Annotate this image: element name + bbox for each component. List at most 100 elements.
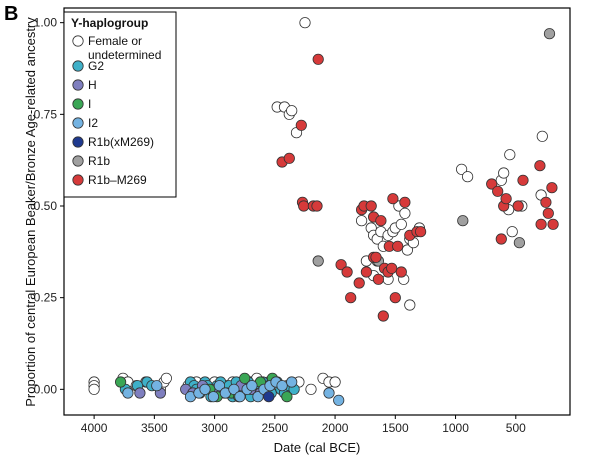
legend-label-h: H <box>88 78 97 92</box>
point-female-or-undetermined <box>455 163 468 175</box>
point-female-or-undetermined <box>504 149 516 161</box>
legend-label-r1b-m269: R1b–M269 <box>88 173 147 187</box>
y-axis-title: Proportion of central European Beaker/Br… <box>23 17 38 407</box>
point-female-or-undetermined <box>395 218 407 230</box>
point-i2 <box>207 391 219 403</box>
point-female-or-undetermined <box>305 383 317 395</box>
point-r1b-m269 <box>399 196 411 208</box>
legend-swatch-i2 <box>72 117 84 129</box>
point-i2 <box>228 383 240 395</box>
point-r1b-m269 <box>414 226 427 238</box>
point-female-or-undetermined <box>299 17 311 29</box>
legend-swatch-female-or-undetermined <box>72 35 84 47</box>
point-r1b-m269 <box>517 174 529 186</box>
x-tick-label: 500 <box>506 421 526 435</box>
point-female-or-undetermined <box>88 383 100 395</box>
plot-frame <box>63 7 571 416</box>
point-r1b-m269 <box>283 152 295 164</box>
point-r1b-m269 <box>345 292 357 304</box>
legend-title: Y-haplogroup <box>71 16 148 30</box>
data-points <box>88 17 559 406</box>
y-tick-label: 0.00 <box>34 382 58 396</box>
point-r1b-m269 <box>375 215 387 227</box>
legend-swatch-r1b-xm269 <box>72 136 84 148</box>
point-r1b <box>513 237 526 249</box>
x-axis-title: Date (cal BCE) <box>274 440 361 455</box>
point-i <box>115 376 127 388</box>
point-r1b-m269 <box>295 119 307 131</box>
point-r1b-m269 <box>495 233 507 245</box>
point-r1b-m269 <box>535 218 547 230</box>
x-tick-label: 2500 <box>261 421 288 435</box>
point-r1b-xm269 <box>263 391 275 403</box>
point-r1b-m269 <box>312 53 324 65</box>
point-r1b-m269 <box>335 259 347 271</box>
point-r1b-m269 <box>370 251 382 263</box>
point-r1b-m269 <box>311 200 323 212</box>
y-tick-label: 0.50 <box>34 199 58 213</box>
legend-label-r1b-xm269: R1b(xM269) <box>88 135 154 149</box>
panel-label: B <box>4 3 18 25</box>
point-r1b <box>457 215 469 227</box>
legend-label-i: I <box>88 97 91 111</box>
point-r1b <box>312 255 324 267</box>
point-i2 <box>333 394 345 406</box>
point-female-or-undetermined <box>329 376 341 388</box>
point-i <box>281 391 293 403</box>
point-i2 <box>234 391 246 403</box>
y-tick-label: 0.25 <box>34 291 58 305</box>
point-r1b-m269 <box>486 178 498 190</box>
point-r1b-m269 <box>534 160 546 172</box>
point-female-or-undetermined <box>536 130 548 142</box>
point-r1b-m269 <box>387 193 399 205</box>
point-r1b-m269 <box>389 292 401 304</box>
point-female-or-undetermined <box>506 226 518 238</box>
point-i2 <box>213 380 225 392</box>
point-female-or-undetermined <box>355 215 368 227</box>
point-female-or-undetermined <box>498 167 510 179</box>
point-r1b-m269 <box>542 207 554 219</box>
point-r1b-m269 <box>377 310 389 322</box>
axis-ticks: 4000 3500 3000 2500 2000 1500 1000 500 0.00 0.25 0… <box>34 16 526 435</box>
point-i2 <box>122 387 134 399</box>
point-r1b-m269 <box>353 277 365 289</box>
point-female-or-undetermined <box>286 105 298 117</box>
point-i <box>239 372 251 384</box>
point-r1b-m269 <box>392 240 404 252</box>
legend-swatch-r1b <box>72 155 84 167</box>
point-r1b-m269 <box>546 182 558 194</box>
point-i2 <box>276 380 288 392</box>
point-female-or-undetermined <box>401 244 413 256</box>
legend-label-female-or-undetermined: Female or <box>88 34 142 48</box>
point-r1b-m269 <box>540 196 552 208</box>
point-r1b-m269 <box>500 193 512 205</box>
x-tick-label: 3500 <box>141 421 168 435</box>
point-i2 <box>199 383 211 395</box>
legend-label-g2: G2 <box>88 59 104 73</box>
point-i2 <box>151 380 163 392</box>
y-tick-label: 0.75 <box>34 107 58 121</box>
x-tick-label: 3000 <box>201 421 228 435</box>
point-r1b-m269 <box>395 266 407 278</box>
x-tick-label: 1000 <box>442 421 469 435</box>
point-r1b-m269 <box>492 185 504 197</box>
legend-swatch-g2 <box>72 60 84 72</box>
x-tick-label: 2000 <box>322 421 349 435</box>
point-i2 <box>286 376 298 388</box>
point-r1b-m269 <box>360 266 372 278</box>
point-r1b-m269 <box>386 262 398 274</box>
point-r1b-m269 <box>547 218 559 230</box>
point-female-or-undetermined <box>461 171 474 183</box>
legend-swatch-r1b-m269 <box>72 174 84 186</box>
point-i2 <box>246 380 258 392</box>
y-tick-label: 1.00 <box>34 16 58 30</box>
point-female-or-undetermined <box>399 207 411 219</box>
point-r1b-m269 <box>372 273 384 285</box>
point-h <box>134 387 146 399</box>
legend-label-female-or-undetermined: undetermined <box>88 48 161 62</box>
point-r1b-m269 <box>365 200 377 212</box>
point-r1b-m269 <box>512 200 524 212</box>
point-female-or-undetermined <box>404 299 416 311</box>
